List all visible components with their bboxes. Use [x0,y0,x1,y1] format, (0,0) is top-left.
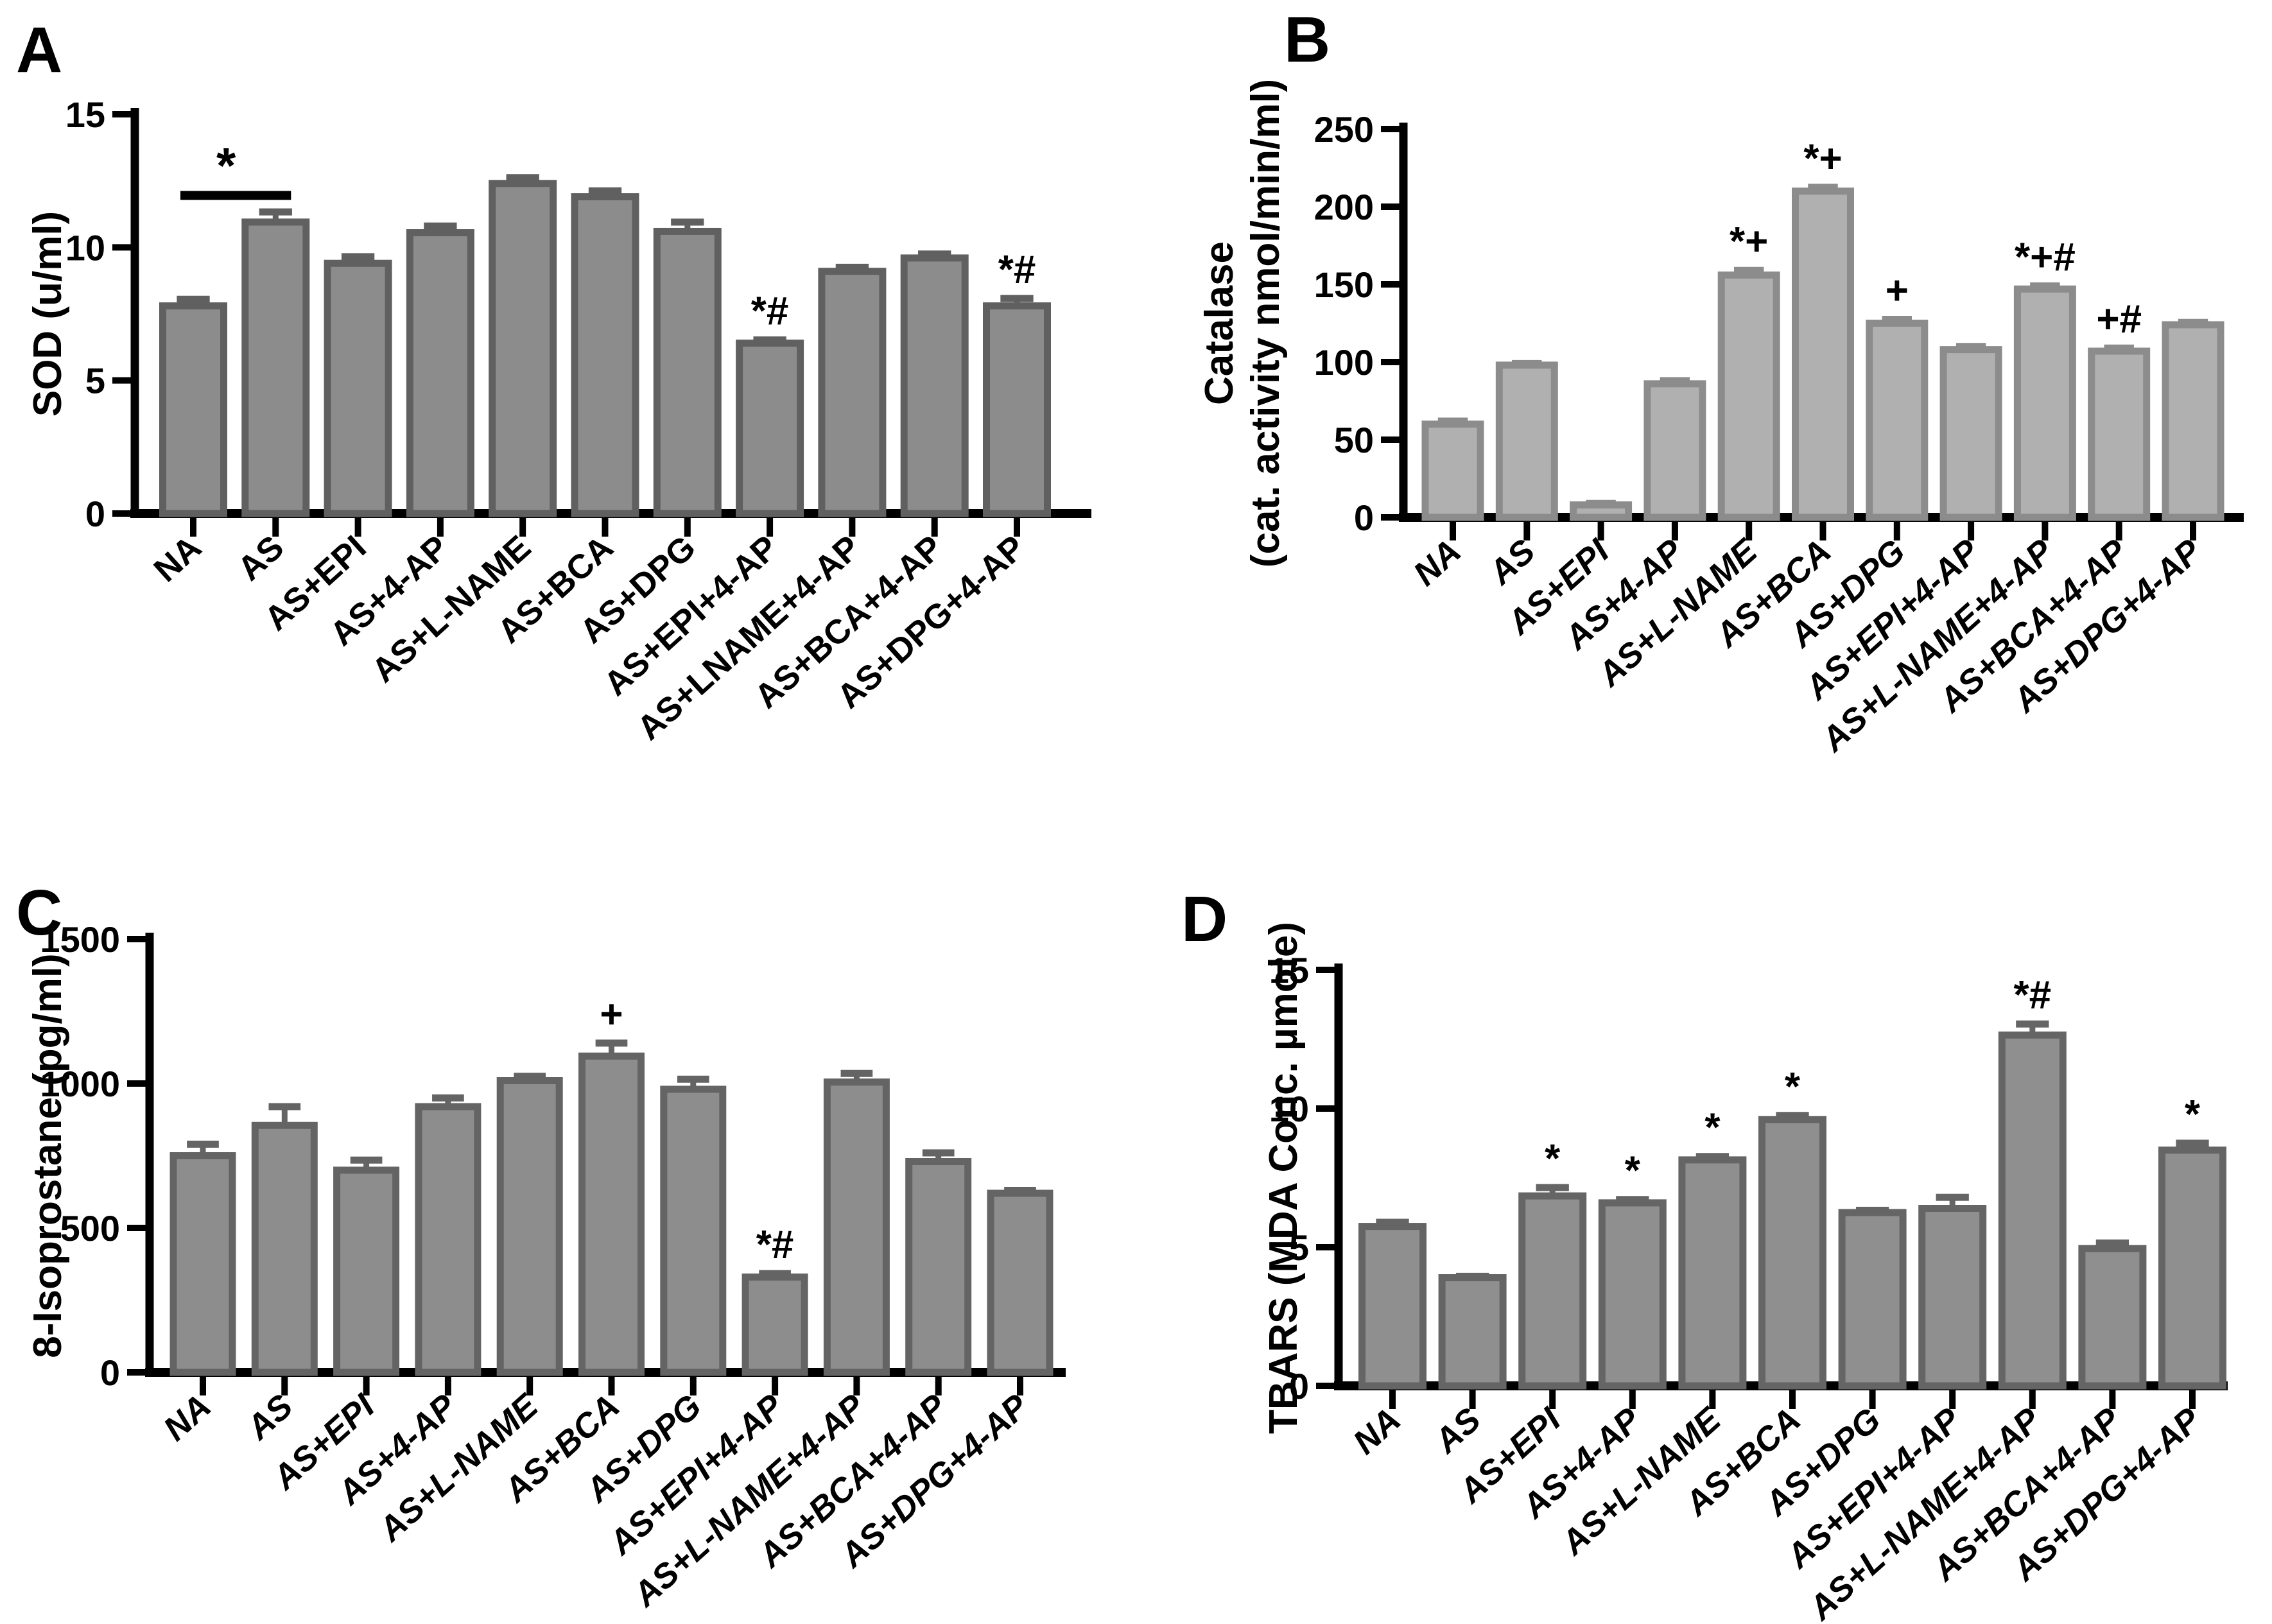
bar [1495,361,1558,521]
bar [1758,1116,1826,1390]
significance-annotation: + [1886,268,1909,313]
significance-annotation: + [600,992,623,1037]
x-category-label: AS [1427,1401,1488,1461]
significance-annotation: *# [998,248,1036,292]
y-tick-label: 50 [1334,420,1374,460]
significance-annotation: *+ [1803,137,1842,181]
bar [1518,1192,1587,1390]
y-tick-label: 100 [1314,342,1374,383]
bar [333,1166,400,1376]
bar [1866,320,1929,521]
significance-annotation: +# [2096,297,2142,341]
significance-annotation: *# [2013,973,2051,1017]
bar [1678,1156,1747,1390]
x-category-label: AS [239,1387,300,1447]
y-axis-title: Catalase [1197,241,1242,405]
bar [1717,271,1780,521]
y-tick-label: 15 [1269,950,1309,990]
panel-label-b: B [1284,4,1331,76]
y-axis-title: SOD (u/ml) [26,211,70,417]
bar [496,1077,563,1376]
bar [2158,1146,2226,1390]
y-tick-label: 200 [1314,187,1374,227]
y-tick-label: 10 [65,227,105,268]
bar [741,1274,808,1376]
x-category-label: NA [147,528,209,589]
x-category-label: NA [1407,532,1468,593]
bar [169,1152,236,1376]
bar [324,259,392,517]
bar [2162,321,2224,521]
significance-annotation: *# [756,1223,794,1267]
significance-annotation: * [1785,1065,1801,1109]
y-tick-label: 0 [100,1352,120,1393]
significance-annotation: *# [751,289,789,334]
x-category-label: NA [157,1387,218,1448]
bar [653,227,722,517]
bar [415,1103,481,1376]
bar [1438,1274,1507,1390]
bar [2013,285,2076,521]
y-tick-label: 0 [85,494,105,534]
bar [987,1189,1054,1376]
bar [736,340,804,517]
bar [2078,1245,2147,1390]
x-category-label: AS [230,528,291,588]
y-axis-title: (cat. activity nmol/min/ml) [1244,79,1288,567]
y-tick-label: 5 [85,361,105,401]
bar [1838,1209,1907,1390]
bar [241,218,310,517]
significance-bracket-star: * [216,137,236,193]
bar [823,1078,890,1376]
y-tick-label: 15 [65,94,105,135]
significance-annotation: * [1545,1137,1561,1181]
bar [578,1052,645,1376]
bar [159,302,227,517]
bar [1358,1223,1427,1390]
bar [1598,1199,1667,1390]
y-axis-title: 8-Isoprostane (pg/ml) [26,953,70,1358]
bar [660,1085,727,1376]
significance-annotation: * [1704,1106,1721,1150]
bar [983,302,1051,517]
y-tick-label: 5 [1289,1227,1309,1268]
y-tick-label: 0 [1354,497,1374,538]
bar [1643,380,1706,521]
bar [1939,346,2002,521]
bar [818,268,887,517]
bar [1998,1032,2067,1390]
y-tick-label: 1000 [40,1064,120,1104]
y-tick-label: 500 [60,1208,120,1248]
significance-annotation: * [1625,1149,1641,1193]
y-tick-label: 1500 [40,919,120,960]
y-tick-label: 10 [1269,1089,1309,1129]
y-tick-label: 0 [1289,1366,1309,1406]
bar [1918,1205,1987,1390]
y-tick-label: 250 [1314,109,1374,150]
bar [489,180,557,517]
bar [1792,187,1854,521]
panel-label-d: D [1181,883,1228,955]
catalase-bar-chart: 0 50 100 150 200 250 Catalase (cat. activity nm… [1197,79,2244,760]
significance-annotation: * [2185,1093,2201,1137]
panel-label-a: A [16,14,63,86]
significance-annotation: *+# [2015,235,2076,279]
y-tick-label: 150 [1314,264,1374,305]
bar [900,254,969,517]
bar [406,229,474,517]
bar [1421,420,1484,521]
significance-annotation: *+ [1730,220,1768,264]
bar [251,1121,318,1376]
bar [2088,347,2151,521]
significance-bracket [180,191,291,200]
bar [571,193,639,517]
x-category-label: NA [1346,1401,1408,1462]
y-axis-title: TBARS (MDA Conc. µmole) [1262,922,1306,1434]
panel-label-c: C [16,877,63,949]
bar [905,1158,972,1376]
